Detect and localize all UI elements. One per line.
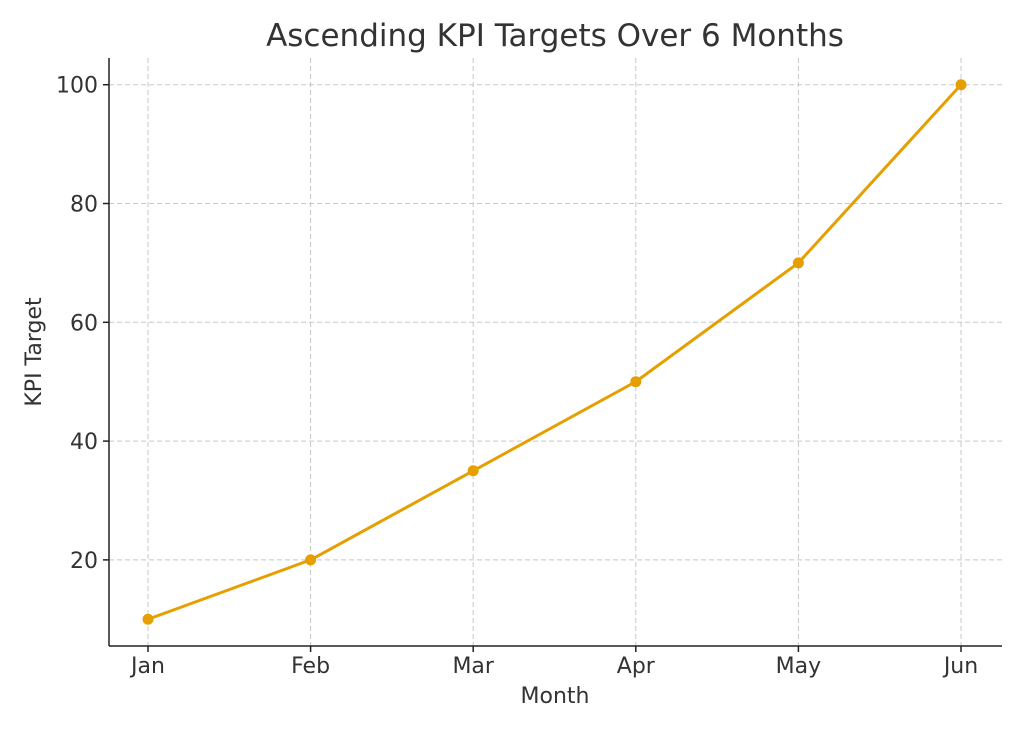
axes [108, 58, 1002, 647]
grid [109, 58, 1002, 646]
x-tick-label: Jun [942, 654, 978, 679]
x-tick-label: Mar [452, 654, 494, 679]
x-axis-label: Month [521, 684, 590, 709]
x-tick-label: Jan [129, 654, 165, 679]
y-tick-label: 100 [56, 74, 98, 99]
x-tick-label: Apr [617, 654, 656, 679]
x-tick-label: May [776, 654, 821, 679]
data-point [305, 554, 317, 566]
y-tick-label: 40 [70, 430, 98, 455]
data-point [142, 613, 154, 625]
data-point [630, 376, 642, 388]
data-point [467, 465, 479, 477]
series-line [146, 83, 963, 621]
y-tick-label: 80 [70, 193, 98, 218]
data-point [792, 257, 804, 269]
y-tick-label: 60 [70, 311, 98, 336]
y-tick-label: 20 [70, 549, 98, 574]
x-tick-label: Feb [291, 654, 330, 679]
ticks: Jan Feb Mar Apr May Jun 20 40 60 80 100 [56, 74, 978, 679]
y-axis-label: KPI Target [22, 297, 47, 407]
chart-title: Ascending KPI Targets Over 6 Months [266, 18, 844, 54]
series [142, 79, 967, 625]
data-point [955, 79, 967, 91]
